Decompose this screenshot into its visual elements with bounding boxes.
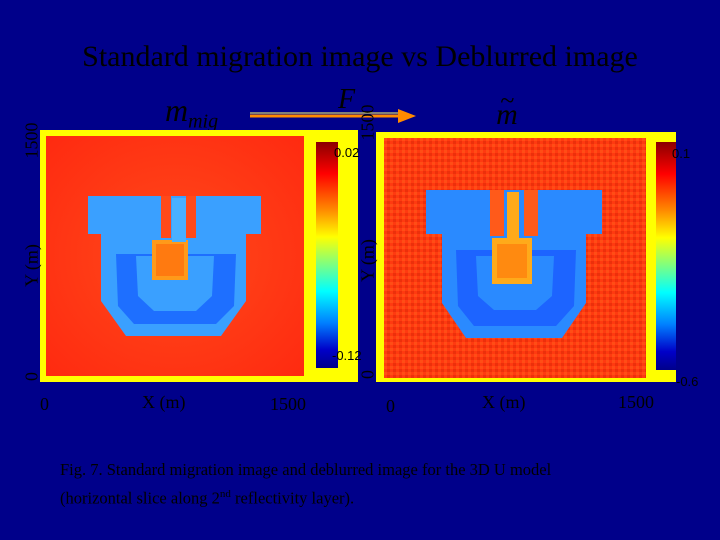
- m-mig-symbol: mmig: [165, 92, 218, 134]
- left-cbar-min: -0.12: [332, 348, 362, 363]
- left-x-min: 0: [40, 394, 49, 414]
- right-deblurred-image: [384, 138, 646, 378]
- arrow-icon: [250, 109, 416, 123]
- m-tilde-base: m: [496, 98, 518, 131]
- tilde-mark: ~: [499, 86, 515, 115]
- right-x-label: X (m): [482, 392, 526, 412]
- left-y-label: Y (m): [21, 244, 42, 287]
- left-y-min: 0: [21, 372, 42, 381]
- right-colorbar: [656, 142, 676, 370]
- caption-line-2: (horizontal slice along 2nd reflectivity…: [60, 482, 700, 511]
- right-y-label: Y (m): [357, 239, 378, 282]
- right-x-max: 1500: [618, 392, 654, 412]
- right-y-min: 0: [357, 370, 378, 379]
- caption-line-1: Fig. 7. Standard migration image and deb…: [60, 460, 552, 479]
- figure-caption: Fig. 7. Standard migration image and deb…: [60, 458, 700, 511]
- left-colorbar: [316, 142, 338, 368]
- right-y-max: 1500: [357, 104, 378, 141]
- caption-line-2-pre: (horizontal slice along 2: [60, 488, 220, 508]
- m-mig-base: m: [165, 92, 189, 128]
- m-mig-subscript: mig: [188, 110, 219, 133]
- left-migration-image: [46, 136, 304, 376]
- m-tilde-symbol: ~ m: [492, 86, 522, 132]
- caption-line-2-sup: nd: [219, 488, 231, 500]
- slide-title: Standard migration image vs Deblurred im…: [82, 40, 638, 73]
- right-cbar-min: -0.6: [676, 374, 699, 389]
- right-x-min: 0: [386, 396, 395, 416]
- left-x-max: 1500: [270, 394, 306, 414]
- right-cbar-max: 0.1: [672, 146, 691, 161]
- left-cbar-max: 0.02: [334, 145, 360, 160]
- operator-symbol: F: [338, 84, 356, 115]
- left-x-label: X (m): [142, 392, 186, 412]
- caption-line-2-post: reflectivity layer).: [230, 488, 355, 508]
- left-y-max: 1500: [21, 122, 42, 159]
